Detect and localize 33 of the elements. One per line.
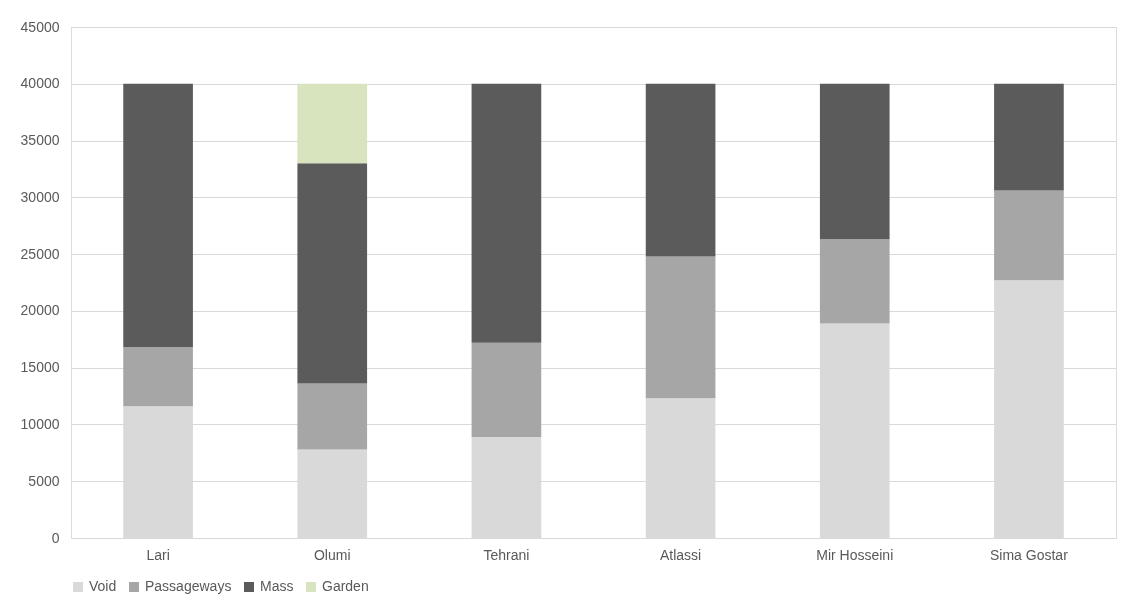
y-tick-label: 15000 bbox=[20, 359, 60, 376]
bar bbox=[297, 83, 368, 164]
y-tick-label: 20000 bbox=[20, 302, 60, 319]
legend-label: Passageways bbox=[145, 578, 232, 594]
legend-label: Mass bbox=[260, 578, 294, 594]
bar bbox=[123, 347, 193, 407]
bar bbox=[297, 163, 368, 384]
bar bbox=[471, 83, 542, 343]
x-tick-label: Atlassi bbox=[659, 546, 702, 563]
y-tick-label: 5000 bbox=[28, 472, 60, 489]
bar bbox=[819, 239, 890, 324]
bar bbox=[645, 256, 716, 399]
y-tick-label: 10000 bbox=[20, 415, 60, 432]
bar bbox=[994, 190, 1064, 281]
legend-label: Void bbox=[89, 578, 117, 594]
bar bbox=[819, 83, 890, 240]
bar bbox=[297, 383, 368, 450]
bar bbox=[123, 83, 193, 348]
y-tick-label: 30000 bbox=[20, 188, 60, 205]
x-tick-label: Olumi bbox=[313, 546, 351, 563]
bar bbox=[645, 83, 716, 257]
bar bbox=[994, 83, 1064, 191]
y-tick-label: 45000 bbox=[20, 18, 60, 35]
y-tick-label: 0 bbox=[51, 529, 60, 546]
legend-label: Garden bbox=[322, 578, 369, 594]
y-tick-label: 25000 bbox=[20, 245, 60, 262]
bar bbox=[471, 342, 542, 437]
y-tick-label: 35000 bbox=[20, 132, 60, 149]
x-tick-label: Mir Hosseini bbox=[816, 546, 894, 563]
x-tick-label: Tehrani bbox=[483, 546, 530, 563]
x-tick-label: Lari bbox=[146, 546, 170, 563]
x-tick-label: Sima Gostar bbox=[990, 546, 1069, 563]
y-tick-label: 40000 bbox=[20, 75, 60, 92]
